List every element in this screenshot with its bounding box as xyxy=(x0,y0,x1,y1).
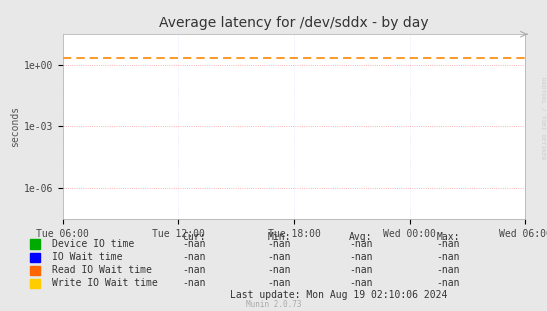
Text: -nan: -nan xyxy=(350,239,373,249)
Y-axis label: seconds: seconds xyxy=(10,106,20,147)
Text: -nan: -nan xyxy=(183,265,206,275)
Text: Munin 2.0.73: Munin 2.0.73 xyxy=(246,300,301,309)
Text: -nan: -nan xyxy=(437,278,460,288)
Text: Last update: Mon Aug 19 02:10:06 2024: Last update: Mon Aug 19 02:10:06 2024 xyxy=(230,290,448,300)
Text: -nan: -nan xyxy=(350,252,373,262)
Text: Min:: Min: xyxy=(267,232,290,242)
Text: -nan: -nan xyxy=(267,252,290,262)
Text: Max:: Max: xyxy=(437,232,460,242)
Text: -nan: -nan xyxy=(267,239,290,249)
Text: Avg:: Avg: xyxy=(350,232,373,242)
Text: Read IO Wait time: Read IO Wait time xyxy=(52,265,152,275)
Text: Write IO Wait time: Write IO Wait time xyxy=(52,278,158,288)
Text: -nan: -nan xyxy=(437,252,460,262)
Text: -nan: -nan xyxy=(350,265,373,275)
Text: -nan: -nan xyxy=(267,278,290,288)
Text: -nan: -nan xyxy=(350,278,373,288)
Text: -nan: -nan xyxy=(437,239,460,249)
Text: Device IO time: Device IO time xyxy=(52,239,134,249)
Text: Cur:: Cur: xyxy=(183,232,206,242)
Text: -nan: -nan xyxy=(437,265,460,275)
Text: -nan: -nan xyxy=(183,239,206,249)
Text: IO Wait time: IO Wait time xyxy=(52,252,123,262)
Title: Average latency for /dev/sddx - by day: Average latency for /dev/sddx - by day xyxy=(159,16,429,30)
Text: RRDTOOL / TOBI OETIKER: RRDTOOL / TOBI OETIKER xyxy=(541,77,546,160)
Text: -nan: -nan xyxy=(183,252,206,262)
Text: -nan: -nan xyxy=(267,265,290,275)
Text: -nan: -nan xyxy=(183,278,206,288)
